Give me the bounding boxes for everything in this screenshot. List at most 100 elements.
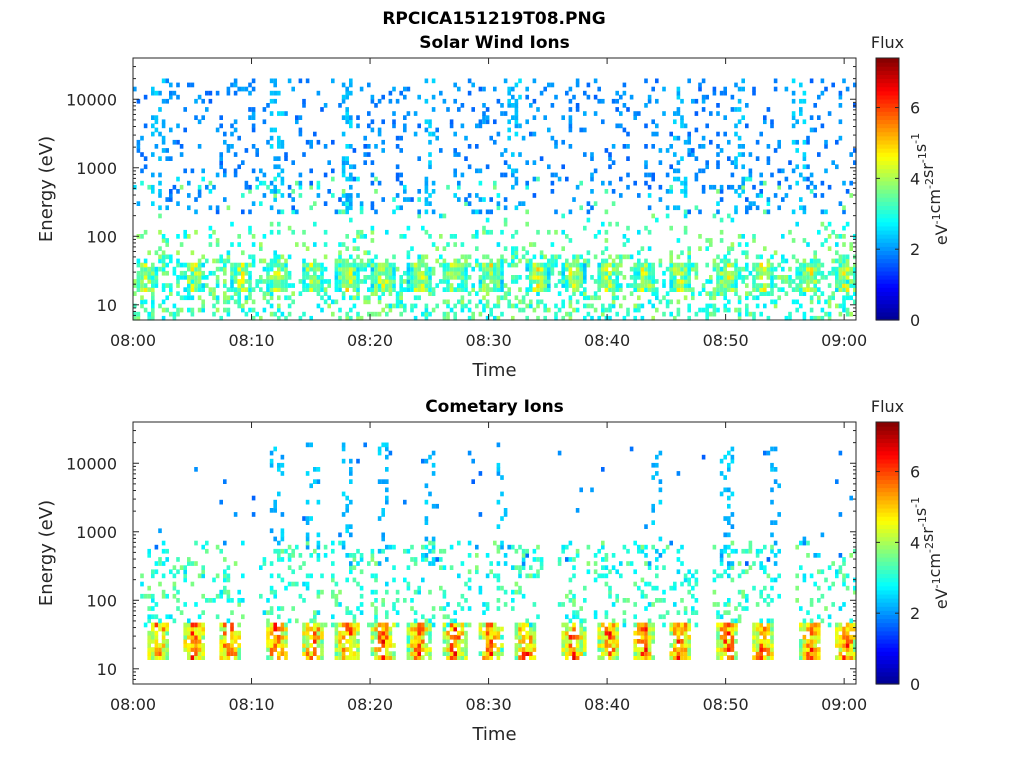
heatmap-pixel	[475, 229, 479, 235]
heatmap-pixel	[410, 622, 414, 628]
heatmap-pixel	[349, 553, 353, 558]
heatmap-pixel	[424, 254, 429, 260]
heatmap-pixel	[849, 553, 853, 558]
heatmap-pixel	[586, 544, 591, 550]
heatmap-pixel	[237, 630, 241, 636]
heatmap-pixel	[381, 279, 385, 284]
heatmap-pixel	[759, 622, 763, 628]
heatmap-pixel	[514, 82, 519, 88]
heatmap-pixel	[802, 622, 807, 628]
heatmap-pixel	[406, 266, 411, 272]
heatmap-pixel	[352, 553, 357, 558]
heatmap-pixel	[640, 577, 645, 583]
heatmap-pixel	[745, 242, 749, 247]
heatmap-pixel	[449, 287, 454, 292]
heatmap-pixel	[809, 643, 814, 648]
heatmap-pixel	[583, 152, 587, 157]
heatmap-pixel	[154, 119, 159, 125]
heatmap-pixel	[151, 152, 155, 157]
heatmap-pixel	[273, 643, 277, 648]
heatmap-pixel	[179, 610, 184, 615]
heatmap-pixel	[820, 221, 825, 227]
heatmap-pixel	[482, 262, 486, 268]
heatmap-pixel	[356, 229, 360, 235]
heatmap-pixel	[532, 176, 537, 182]
heatmap-pixel	[374, 606, 378, 611]
heatmap-pixel	[478, 622, 483, 628]
heatmap-pixel	[680, 98, 684, 104]
heatmap-pixel	[619, 176, 623, 182]
heatmap-pixel	[349, 655, 353, 660]
heatmap-pixel	[514, 565, 519, 570]
heatmap-pixel	[683, 626, 688, 632]
heatmap-pixel	[647, 270, 652, 276]
heatmap-pixel	[604, 266, 609, 272]
heatmap-pixel	[349, 479, 353, 484]
heatmap-pixel	[525, 258, 529, 264]
heatmap-pixel	[529, 630, 533, 636]
heatmap-pixel	[611, 639, 616, 644]
heatmap-pixel	[226, 254, 231, 260]
heatmap-pixel	[763, 287, 767, 292]
heatmap-pixel	[511, 152, 515, 157]
heatmap-pixel	[302, 275, 306, 280]
heatmap-pixel	[781, 266, 785, 272]
heatmap-pixel	[176, 82, 180, 88]
heatmap-pixel	[511, 250, 515, 256]
heatmap-pixel	[845, 311, 850, 317]
heatmap-pixel	[392, 111, 396, 116]
heatmap-pixel	[154, 639, 159, 644]
heatmap-pixel	[626, 107, 630, 112]
heatmap-pixel	[453, 303, 457, 309]
heatmap-pixel	[453, 270, 457, 276]
heatmap-pixel	[359, 209, 364, 215]
heatmap-pixel	[806, 639, 810, 644]
heatmap-pixel	[395, 266, 400, 272]
colorbar-swatch	[876, 62, 899, 67]
heatmap-pixel	[676, 307, 681, 313]
heatmap-pixel	[593, 201, 598, 206]
heatmap-pixel	[233, 299, 238, 305]
heatmap-pixel	[489, 630, 493, 636]
heatmap-pixel	[460, 275, 465, 280]
heatmap-pixel	[626, 598, 630, 603]
heatmap-pixel	[446, 602, 450, 607]
heatmap-pixel	[305, 516, 310, 521]
heatmap-pixel	[291, 209, 295, 215]
heatmap-pixel	[593, 295, 598, 301]
heatmap-pixel	[147, 634, 151, 640]
heatmap-pixel	[388, 287, 393, 292]
heatmap-pixel	[723, 275, 727, 280]
heatmap-pixel	[705, 246, 709, 251]
heatmap-pixel	[374, 622, 378, 628]
heatmap-pixel	[651, 315, 655, 321]
heatmap-pixel	[727, 516, 731, 521]
heatmap-pixel	[266, 270, 270, 276]
heatmap-pixel	[824, 86, 828, 92]
heatmap-pixel	[313, 258, 317, 264]
heatmap-pixel	[381, 266, 385, 272]
heatmap-pixel	[194, 279, 198, 284]
heatmap-pixel	[723, 647, 727, 652]
heatmap-pixel	[712, 303, 717, 309]
heatmap-pixel	[723, 279, 727, 284]
heatmap-pixel	[759, 180, 763, 186]
heatmap-pixel	[176, 307, 180, 313]
heatmap-pixel	[197, 287, 202, 292]
heatmap-pixel	[399, 283, 403, 288]
heatmap-pixel	[345, 630, 349, 636]
heatmap-pixel	[799, 626, 803, 632]
heatmap-pixel	[230, 643, 234, 648]
heatmap-pixel	[835, 630, 839, 636]
heatmap-pixel	[802, 655, 807, 660]
heatmap-pixel	[755, 548, 760, 554]
heatmap-pixel	[676, 569, 681, 575]
heatmap-pixel	[331, 193, 335, 198]
heatmap-pixel	[604, 651, 609, 656]
heatmap-pixel	[280, 262, 285, 268]
heatmap-pixel	[179, 275, 184, 280]
heatmap-pixel	[334, 581, 339, 587]
heatmap-pixel	[601, 266, 605, 272]
heatmap-pixel	[410, 606, 414, 611]
heatmap-pixel	[309, 553, 313, 558]
